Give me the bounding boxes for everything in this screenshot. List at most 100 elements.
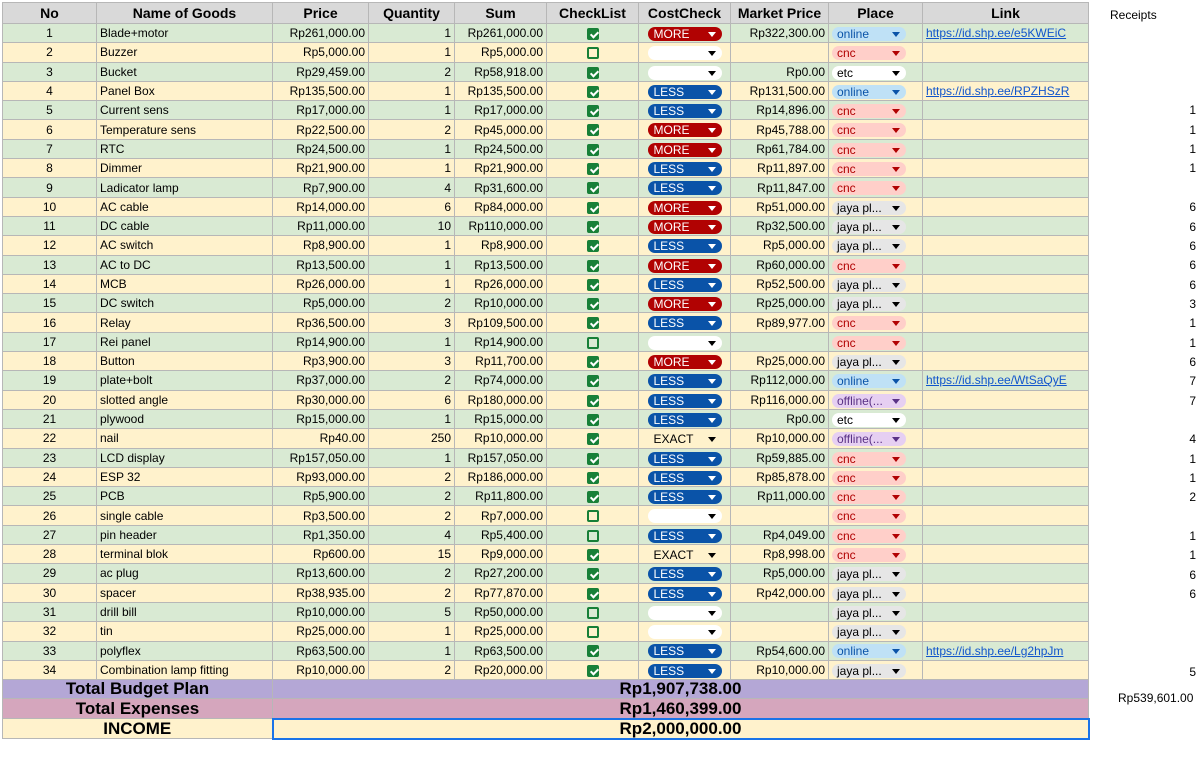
cell-no[interactable]: 23 bbox=[2, 447, 97, 468]
costcheck-dropdown[interactable]: LESS bbox=[647, 84, 722, 99]
cell-sum[interactable]: Rp58,918.00 bbox=[454, 61, 547, 82]
cell-no[interactable]: 19 bbox=[2, 370, 97, 391]
cell-market-price[interactable]: Rp85,878.00 bbox=[730, 466, 829, 488]
cell-sum[interactable]: Rp180,000.00 bbox=[454, 389, 547, 410]
total-expenses-label[interactable]: Total Expenses bbox=[2, 698, 273, 720]
receipt-count[interactable]: 7 bbox=[1189, 374, 1196, 389]
cell-sum[interactable]: Rp10,000.00 bbox=[454, 428, 547, 449]
place-dropdown[interactable]: jaya pl... bbox=[832, 277, 906, 292]
checkbox[interactable] bbox=[586, 259, 599, 272]
cell-market-price[interactable]: Rp60,000.00 bbox=[730, 254, 829, 275]
cell-market-price[interactable]: Rp54,600.00 bbox=[730, 640, 829, 661]
cell-no[interactable]: 16 bbox=[2, 312, 97, 333]
checkbox[interactable] bbox=[586, 336, 599, 349]
costcheck-dropdown[interactable] bbox=[647, 625, 722, 640]
costcheck-dropdown[interactable]: MORE bbox=[647, 26, 722, 41]
cell-name[interactable]: DC cable bbox=[96, 215, 273, 237]
cell-market-price[interactable]: Rp42,000.00 bbox=[730, 582, 829, 603]
checkbox[interactable] bbox=[586, 433, 599, 446]
costcheck-dropdown[interactable]: EXACT bbox=[648, 548, 722, 562]
checkbox[interactable] bbox=[586, 529, 599, 542]
receipt-count[interactable]: 6 bbox=[1189, 219, 1196, 234]
cell-price[interactable]: Rp21,900.00 bbox=[272, 158, 369, 179]
cell-market-price[interactable]: Rp10,000.00 bbox=[730, 659, 829, 681]
cell-name[interactable]: drill bill bbox=[96, 601, 273, 623]
cell-sum[interactable]: Rp135,500.00 bbox=[454, 80, 547, 102]
total-expenses-value[interactable]: Rp1,460,399.00 bbox=[272, 698, 1089, 720]
place-dropdown[interactable]: cnc bbox=[832, 123, 906, 138]
place-dropdown[interactable]: cnc bbox=[832, 490, 906, 505]
place-dropdown[interactable]: cnc bbox=[832, 46, 906, 61]
place-dropdown[interactable]: cnc bbox=[832, 335, 906, 350]
cell-sum[interactable]: Rp109,500.00 bbox=[454, 312, 547, 333]
cell-price[interactable]: Rp37,000.00 bbox=[272, 370, 369, 391]
cell-quantity[interactable]: 250 bbox=[368, 428, 455, 449]
cell-no[interactable]: 15 bbox=[2, 293, 97, 314]
cell-quantity[interactable]: 1 bbox=[368, 22, 455, 44]
receipt-count[interactable]: 6 bbox=[1189, 354, 1196, 369]
cell-price[interactable]: Rp135,500.00 bbox=[272, 80, 369, 102]
cell-market-price[interactable]: Rp14,896.00 bbox=[730, 100, 829, 121]
receipt-count[interactable]: 6 bbox=[1189, 200, 1196, 215]
cell-name[interactable]: DC switch bbox=[96, 293, 273, 314]
cell-market-price[interactable]: Rp131,500.00 bbox=[730, 80, 829, 102]
cell-name[interactable]: MCB bbox=[96, 273, 273, 295]
cell-no[interactable]: 8 bbox=[2, 158, 97, 179]
cell-name[interactable]: Current sens bbox=[96, 100, 273, 121]
costcheck-dropdown[interactable]: MORE bbox=[647, 297, 722, 312]
cell-quantity[interactable]: 1 bbox=[368, 158, 455, 179]
cell-no[interactable]: 20 bbox=[2, 389, 97, 410]
cell-sum[interactable]: Rp15,000.00 bbox=[454, 408, 547, 430]
cell-sum[interactable]: Rp50,000.00 bbox=[454, 601, 547, 623]
cell-price[interactable]: Rp29,459.00 bbox=[272, 61, 369, 82]
cell-name[interactable]: Rei panel bbox=[96, 331, 273, 353]
cell-market-price[interactable]: Rp11,847.00 bbox=[730, 177, 829, 198]
receipt-count[interactable]: 1 bbox=[1189, 103, 1196, 118]
cell-quantity[interactable]: 2 bbox=[368, 61, 455, 82]
receipt-count[interactable]: 5 bbox=[1189, 664, 1196, 679]
checkbox[interactable] bbox=[586, 143, 599, 156]
costcheck-dropdown[interactable]: LESS bbox=[647, 162, 722, 177]
place-dropdown[interactable]: cnc bbox=[832, 470, 906, 485]
cell-quantity[interactable]: 10 bbox=[368, 215, 455, 237]
cell-price[interactable]: Rp11,000.00 bbox=[272, 215, 369, 237]
cell-price[interactable]: Rp25,000.00 bbox=[272, 621, 369, 642]
cell-sum[interactable]: Rp77,870.00 bbox=[454, 582, 547, 603]
costcheck-dropdown[interactable]: LESS bbox=[647, 412, 722, 427]
cell-sum[interactable]: Rp31,600.00 bbox=[454, 177, 547, 198]
header-costcheck[interactable]: CostCheck bbox=[638, 2, 731, 24]
place-dropdown[interactable]: online bbox=[832, 26, 906, 41]
checkbox[interactable] bbox=[586, 548, 599, 561]
cell-sum[interactable]: Rp8,900.00 bbox=[454, 235, 547, 256]
cell-market-price[interactable]: Rp11,897.00 bbox=[730, 158, 829, 179]
cell-quantity[interactable]: 2 bbox=[368, 563, 455, 584]
receipt-count[interactable]: 1 bbox=[1189, 122, 1196, 137]
cell-sum[interactable]: Rp24,500.00 bbox=[454, 138, 547, 160]
cell-name[interactable]: terminal blok bbox=[96, 544, 273, 565]
cell-sum[interactable]: Rp11,800.00 bbox=[454, 486, 547, 507]
cell-price[interactable]: Rp261,000.00 bbox=[272, 22, 369, 44]
cell-name[interactable]: slotted angle bbox=[96, 389, 273, 410]
cell-no[interactable]: 34 bbox=[2, 659, 97, 681]
cell-no[interactable]: 7 bbox=[2, 138, 97, 160]
income-value[interactable]: Rp2,000,000.00 bbox=[271, 717, 1090, 740]
income-label[interactable]: INCOME bbox=[2, 718, 273, 740]
receipt-count[interactable]: 6 bbox=[1189, 587, 1196, 602]
cell-quantity[interactable]: 2 bbox=[368, 659, 455, 681]
cell-price[interactable]: Rp36,500.00 bbox=[272, 312, 369, 333]
cell-quantity[interactable]: 1 bbox=[368, 100, 455, 121]
checkbox[interactable] bbox=[586, 27, 599, 40]
checkbox[interactable] bbox=[586, 278, 599, 291]
place-dropdown[interactable]: cnc bbox=[832, 162, 906, 177]
place-dropdown[interactable]: jaya pl... bbox=[832, 355, 906, 370]
cell-market-price[interactable]: Rp10,000.00 bbox=[730, 428, 829, 449]
place-dropdown[interactable]: jaya pl... bbox=[832, 200, 906, 215]
cell-market-price[interactable]: Rp89,977.00 bbox=[730, 312, 829, 333]
cell-no[interactable]: 11 bbox=[2, 215, 97, 237]
costcheck-dropdown[interactable]: MORE bbox=[647, 355, 722, 370]
place-dropdown[interactable]: cnc bbox=[832, 509, 906, 524]
cell-market-price[interactable] bbox=[730, 601, 829, 623]
cell-name[interactable]: PCB bbox=[96, 486, 273, 507]
cell-quantity[interactable]: 2 bbox=[368, 505, 455, 526]
checkbox[interactable] bbox=[586, 47, 599, 60]
